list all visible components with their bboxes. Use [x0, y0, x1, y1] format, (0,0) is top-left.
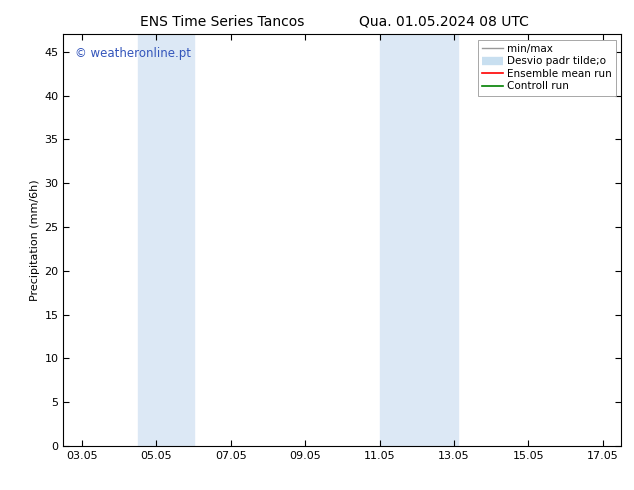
- Text: Qua. 01.05.2024 08 UTC: Qua. 01.05.2024 08 UTC: [359, 15, 529, 29]
- Text: © weatheronline.pt: © weatheronline.pt: [75, 47, 191, 60]
- Bar: [138, 34, 193, 446]
- Bar: [380, 34, 458, 446]
- Text: ENS Time Series Tancos: ENS Time Series Tancos: [139, 15, 304, 29]
- Y-axis label: Precipitation (mm/6h): Precipitation (mm/6h): [30, 179, 40, 301]
- Legend: min/max, Desvio padr tilde;o, Ensemble mean run, Controll run: min/max, Desvio padr tilde;o, Ensemble m…: [478, 40, 616, 96]
